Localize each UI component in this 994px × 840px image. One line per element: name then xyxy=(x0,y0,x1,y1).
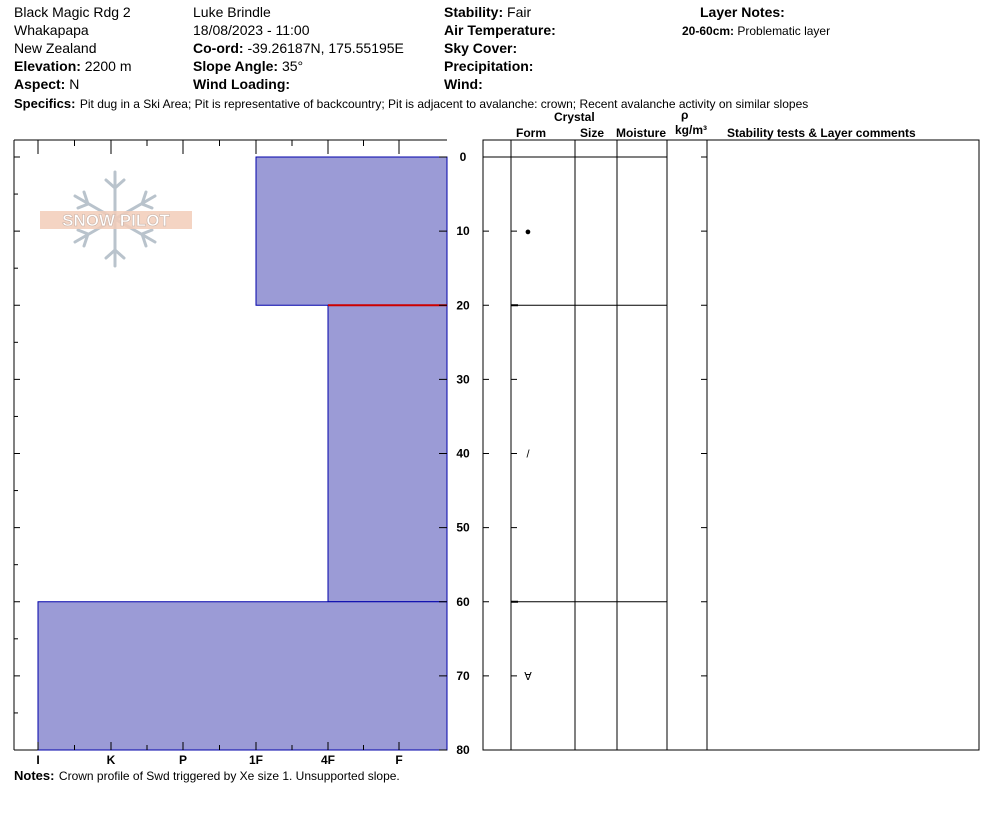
hardness-tick-label: K xyxy=(107,753,116,767)
layer-table: ● / ∀ xyxy=(482,139,980,751)
depth-tick-label: 80 xyxy=(456,743,470,757)
specifics: Specifics: Pit dug in a Ski Area; Pit is… xyxy=(14,95,808,113)
layer-note-text: Problematic layer xyxy=(737,24,831,38)
table-frame xyxy=(482,139,980,751)
air-temperature: Air Temperature: xyxy=(444,22,556,38)
aspect-value: N xyxy=(69,76,80,92)
precipitation: Precipitation: xyxy=(444,58,533,74)
depth-tick-label: 70 xyxy=(456,669,470,683)
hardness-tick-label: F xyxy=(395,753,402,767)
logo-text: SNOW PILOT xyxy=(62,211,170,230)
slope-angle: Slope Angle: 35° xyxy=(193,58,303,74)
hardness-tick-label: P xyxy=(179,753,187,767)
crystal-form-symbol: ● xyxy=(525,226,532,238)
snowpilot-logo: SNOW PILOT xyxy=(40,170,192,268)
col-rho: ρ xyxy=(681,108,689,122)
depth-tick-label: 0 xyxy=(460,150,467,164)
elevation-value: 2200 m xyxy=(84,58,132,74)
hardness-profile: I K P 1F 4F F xyxy=(13,139,448,767)
specifics-label: Specifics: xyxy=(14,96,76,111)
stability: Stability: Fair xyxy=(444,4,531,20)
col-crystal: Crystal xyxy=(554,110,595,124)
aspect: Aspect: N xyxy=(14,76,79,92)
sky-cover: Sky Cover: xyxy=(444,40,517,56)
slope-label: Slope Angle: xyxy=(193,58,279,74)
country-name: New Zealand xyxy=(14,40,97,56)
col-form: Form xyxy=(516,126,546,140)
wind-label: Wind: xyxy=(444,76,483,92)
col-density-unit: kg/m³ xyxy=(675,123,708,137)
air-temp-label: Air Temperature: xyxy=(444,22,556,38)
observer-name: Luke Brindle xyxy=(193,4,271,20)
col-moisture: Moisture xyxy=(616,126,667,140)
depth-tick-label: 10 xyxy=(456,224,470,238)
hardness-tick-label: 4F xyxy=(321,753,335,767)
area-name: Whakapapa xyxy=(14,22,89,38)
notes-label: Notes: xyxy=(14,768,55,783)
depth-tick-label: 40 xyxy=(456,447,470,461)
layer-note-range: 20-60cm: xyxy=(682,24,735,38)
layer-note: 20-60cm: Problematic layer xyxy=(682,24,830,38)
hardness-tick-label: I xyxy=(36,753,39,767)
specifics-text: Pit dug in a Ski Area; Pit is representa… xyxy=(79,97,809,111)
slope-value: 35° xyxy=(281,58,304,74)
stability-label: Stability: xyxy=(444,4,504,20)
wind: Wind: xyxy=(444,76,483,92)
depth-axis: 0 10 20 30 40 50 60 70 80 xyxy=(439,150,470,757)
coord-label: Co-ord: xyxy=(193,40,244,56)
aspect-label: Aspect: xyxy=(14,76,66,92)
col-size: Size xyxy=(580,126,605,140)
stability-value: Fair xyxy=(507,4,532,20)
location-name: Black Magic Rdg 2 xyxy=(14,4,131,20)
depth-tick-label: 30 xyxy=(456,372,470,386)
depth-tick-label: 60 xyxy=(456,595,470,609)
depth-tick-label: 50 xyxy=(456,521,470,535)
wind-loading: Wind Loading: xyxy=(193,76,290,92)
crystal-form-symbol: / xyxy=(526,449,530,461)
layer-bar-1 xyxy=(327,304,448,603)
col-comments: Stability tests & Layer comments xyxy=(727,126,916,140)
wind-loading-label: Wind Loading: xyxy=(193,76,291,92)
hardness-tick-label: 1F xyxy=(249,753,263,767)
sky-cover-label: Sky Cover: xyxy=(444,40,518,56)
coordinates: Co-ord: -39.26187N, 175.55195E xyxy=(193,40,404,56)
precip-label: Precipitation: xyxy=(444,58,534,74)
coord-value: -39.26187N, 175.55195E xyxy=(247,40,404,56)
layer-bar-2 xyxy=(37,601,448,751)
crystal-form-symbol: ∀ xyxy=(524,671,532,683)
notes: Notes: Crown profile of Swd triggered by… xyxy=(14,767,400,785)
notes-text: Crown profile of Swd triggered by Xe siz… xyxy=(58,769,400,783)
layer-bar-0 xyxy=(255,156,448,306)
elevation-label: Elevation: xyxy=(14,58,81,74)
depth-tick-label: 20 xyxy=(456,298,470,312)
layer-notes-label: Layer Notes: xyxy=(700,4,785,20)
elevation: Elevation: 2200 m xyxy=(14,58,132,74)
observation-datetime: 18/08/2023 - 11:00 xyxy=(193,22,310,38)
